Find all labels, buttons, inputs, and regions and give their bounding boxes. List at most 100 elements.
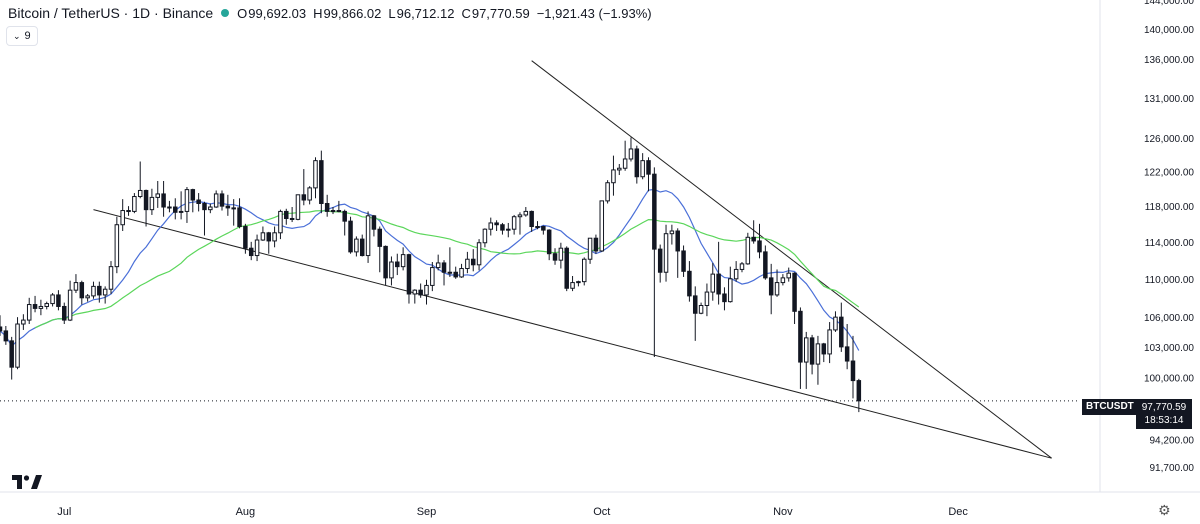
candle bbox=[237, 198, 242, 229]
candle bbox=[827, 322, 832, 364]
indicator-count: 9 bbox=[24, 30, 31, 42]
candle-body bbox=[243, 226, 248, 249]
candle bbox=[73, 274, 79, 294]
candle-body bbox=[50, 294, 55, 305]
open-value: 99,692.03 bbox=[248, 5, 307, 21]
candle-body bbox=[494, 222, 499, 226]
candle-body bbox=[9, 340, 14, 368]
candle-body bbox=[698, 305, 704, 314]
candle bbox=[190, 188, 196, 213]
candle bbox=[167, 200, 172, 213]
y-tick-label: 110,000.00 bbox=[1145, 275, 1195, 286]
candle bbox=[447, 247, 453, 277]
candle bbox=[365, 211, 371, 263]
candle bbox=[768, 263, 774, 315]
open-label: O bbox=[237, 5, 248, 21]
candle bbox=[523, 207, 529, 217]
candles bbox=[0, 137, 862, 413]
candle bbox=[213, 190, 219, 208]
candle-body bbox=[62, 305, 67, 321]
candle bbox=[570, 275, 575, 292]
gear-icon[interactable]: ⚙ bbox=[1158, 502, 1171, 518]
candle-body bbox=[751, 236, 756, 242]
candle bbox=[669, 224, 675, 245]
candle-body bbox=[710, 273, 716, 293]
candle bbox=[120, 199, 125, 231]
candle-body bbox=[383, 245, 388, 279]
candle-body bbox=[546, 229, 552, 255]
y-tick-label: 106,000.00 bbox=[1144, 313, 1194, 324]
candle-body bbox=[774, 282, 780, 296]
candle-body bbox=[231, 207, 236, 210]
candle-body bbox=[739, 263, 745, 270]
candle bbox=[243, 223, 248, 254]
candle bbox=[494, 220, 499, 231]
candle-body bbox=[120, 210, 125, 226]
candle bbox=[745, 232, 751, 265]
candle bbox=[0, 315, 3, 336]
symbol-title[interactable]: Bitcoin / TetherUS · 1D · Binance bbox=[8, 5, 214, 21]
candle bbox=[506, 222, 511, 238]
candle bbox=[377, 226, 383, 273]
candle bbox=[91, 281, 96, 299]
candle-body bbox=[330, 210, 336, 213]
candle-body bbox=[856, 380, 862, 402]
candle bbox=[406, 253, 412, 304]
candle-body bbox=[15, 323, 20, 368]
candle bbox=[56, 290, 61, 311]
candle-body bbox=[552, 253, 558, 261]
indicator-toggle-button[interactable]: ⌄ 9 bbox=[6, 26, 38, 46]
candle bbox=[301, 169, 307, 206]
candle bbox=[488, 217, 494, 236]
tradingview-logo-icon[interactable] bbox=[12, 472, 42, 490]
candle bbox=[202, 201, 207, 236]
candle-body bbox=[208, 206, 213, 211]
y-tick-label: 94,200.00 bbox=[1150, 435, 1195, 446]
candle bbox=[809, 334, 815, 375]
candle-body bbox=[558, 247, 564, 261]
candle-body bbox=[435, 262, 441, 269]
candle bbox=[657, 244, 663, 283]
upper-trendline bbox=[531, 60, 1052, 459]
candle bbox=[260, 226, 266, 241]
candle-body bbox=[44, 303, 49, 307]
candle bbox=[663, 224, 669, 282]
candle bbox=[792, 272, 797, 325]
candle-body bbox=[728, 278, 733, 303]
candle bbox=[453, 266, 458, 279]
candle bbox=[646, 157, 651, 192]
candle bbox=[196, 193, 201, 212]
moving-averages bbox=[0, 188, 860, 351]
candle-body bbox=[108, 266, 114, 290]
candle bbox=[605, 180, 610, 204]
candle-body bbox=[319, 160, 324, 205]
candle-body bbox=[102, 288, 108, 296]
candle-body bbox=[173, 206, 178, 213]
candle-body bbox=[470, 258, 476, 266]
candle bbox=[558, 242, 564, 269]
change-value: −1,921.43 (−1.93%) bbox=[536, 5, 652, 21]
candle bbox=[529, 210, 534, 232]
candle bbox=[424, 279, 429, 305]
candle bbox=[640, 153, 645, 180]
candle-body bbox=[91, 285, 96, 297]
candle-body bbox=[254, 239, 260, 257]
candle bbox=[552, 248, 558, 265]
candle bbox=[354, 236, 359, 257]
candle bbox=[50, 293, 55, 307]
candle bbox=[371, 214, 377, 237]
candle-body bbox=[844, 346, 850, 362]
candle bbox=[541, 225, 546, 235]
candle-body bbox=[272, 232, 277, 242]
candle-body bbox=[289, 217, 295, 220]
candle bbox=[225, 194, 231, 216]
candle-body bbox=[757, 240, 762, 253]
candle-body bbox=[447, 271, 453, 274]
y-tick-label: 91,700.00 bbox=[1150, 463, 1195, 474]
candle-body bbox=[0, 326, 3, 332]
candle bbox=[32, 295, 38, 313]
candle bbox=[266, 231, 272, 254]
candle-body bbox=[634, 148, 640, 178]
candle-body bbox=[652, 173, 657, 250]
